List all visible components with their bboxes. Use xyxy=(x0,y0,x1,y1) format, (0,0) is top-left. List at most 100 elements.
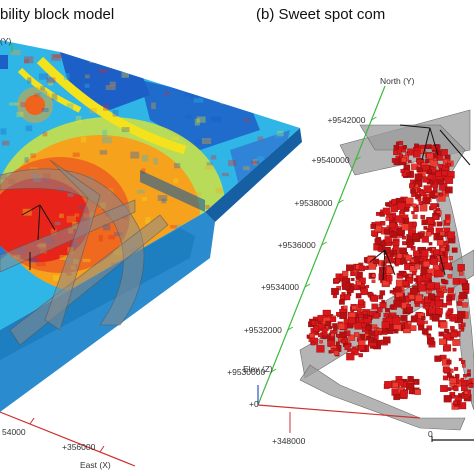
heatmap-cell xyxy=(234,247,245,254)
heatmap-cell xyxy=(121,72,129,78)
sweet-spot-voxel xyxy=(332,294,338,299)
heatmap-cell xyxy=(119,127,129,133)
sweet-spot-voxel xyxy=(400,210,405,214)
panel-b-north-tick: +9542000 xyxy=(327,115,365,125)
sweet-spot-voxel xyxy=(383,313,389,318)
sweet-spot-voxel xyxy=(368,262,377,270)
heatmap-cell xyxy=(142,197,147,201)
heatmap-cell xyxy=(262,264,268,270)
panel-a-east-tick-1: 54000 xyxy=(2,427,26,437)
sweet-spot-voxel xyxy=(344,344,351,351)
heatmap-cell xyxy=(263,190,273,195)
sweet-spot-voxel xyxy=(354,322,363,330)
sweet-spot-voxel xyxy=(361,322,367,328)
sweet-spot-voxel xyxy=(351,277,355,282)
heatmap-cell xyxy=(174,47,182,52)
panel-a-axes: (Y) 54000 +356000 East (X) xyxy=(0,36,136,470)
heatmap-cell xyxy=(36,44,45,48)
heatmap-cell xyxy=(174,163,181,169)
heatmap-cell xyxy=(85,74,90,79)
sweet-spot-voxel xyxy=(431,145,438,151)
panel-b-north-tick: +9532000 xyxy=(244,325,282,335)
sweet-spot-voxel xyxy=(405,197,414,205)
heatmap-cell xyxy=(261,195,269,202)
heatmap-cell xyxy=(99,150,108,155)
heatmap-cell xyxy=(2,140,10,146)
sweet-spot-voxel xyxy=(445,218,451,224)
sweet-spot-voxel xyxy=(438,235,444,241)
sweet-spot-voxel xyxy=(424,296,432,303)
heatmap-cell xyxy=(253,158,258,166)
heatmap-cell xyxy=(72,152,80,157)
heatmap-cell xyxy=(184,92,194,97)
sweet-spot-voxel xyxy=(426,152,434,160)
sweet-spot-voxel xyxy=(408,229,417,237)
heatmap-cell xyxy=(75,116,82,123)
heatmap-cell xyxy=(59,255,68,260)
sweet-spot-voxel xyxy=(414,264,421,270)
heatmap-cell xyxy=(273,65,280,69)
sweet-spot-voxel xyxy=(405,382,414,390)
sweet-spot-voxel xyxy=(441,170,448,177)
sweet-spot-voxel xyxy=(425,273,432,279)
heatmap-cell xyxy=(274,264,281,269)
block-lower-step xyxy=(0,228,195,360)
heatmap-cell xyxy=(6,190,16,197)
heatmap-cell xyxy=(89,58,94,63)
sweet-spot-voxel xyxy=(393,240,400,246)
sweet-spot-voxel xyxy=(393,144,399,150)
heatmap-cell xyxy=(189,42,194,46)
panel-a-block-model xyxy=(0,40,302,412)
heatmap-cell xyxy=(9,102,19,106)
sweet-spot-voxel xyxy=(410,258,415,263)
sweet-spot-voxel xyxy=(378,273,387,281)
panel-a-east-label: East (X) xyxy=(80,460,111,470)
sweet-spot-voxel xyxy=(420,249,429,257)
heatmap-cell xyxy=(40,85,46,91)
heatmap-cell xyxy=(253,86,258,94)
sweet-spot-voxel xyxy=(371,279,376,283)
heatmap-cell xyxy=(139,42,145,49)
sweet-spot-voxel xyxy=(374,238,382,245)
sweet-spot-voxel xyxy=(440,385,448,392)
heatmap-cell xyxy=(101,94,108,100)
sweet-spot-voxel xyxy=(445,186,453,194)
heatmap-cell xyxy=(156,54,164,59)
sweet-spot-voxel xyxy=(337,322,346,330)
sweet-spot-voxel xyxy=(434,300,443,308)
sweet-spot-voxel xyxy=(417,312,425,319)
sweet-spot-voxel xyxy=(358,353,363,358)
sweet-spot-voxel xyxy=(348,317,356,324)
sweet-spot-voxel xyxy=(332,330,338,335)
heatmap-cell xyxy=(205,204,210,209)
block-upper-slab-edge xyxy=(140,170,205,212)
sweet-spot-voxel xyxy=(393,329,399,334)
sweet-spot-voxel xyxy=(400,169,405,173)
sweet-spot-voxel xyxy=(413,150,421,158)
panel-a-east-axis xyxy=(0,411,136,467)
sweet-spot-voxel xyxy=(439,338,447,345)
sweet-spot-voxel xyxy=(381,321,390,329)
sweet-spot-voxel xyxy=(450,331,458,338)
heatmap-cell xyxy=(151,312,158,316)
sweet-spot-voxel xyxy=(446,300,453,306)
heatmap-cell xyxy=(287,159,298,165)
heatmap-cell xyxy=(280,263,290,268)
heatmap-cell xyxy=(128,43,133,49)
sweet-spot-voxel xyxy=(443,289,448,293)
sweet-spot-voxel xyxy=(443,344,452,352)
sweet-spot-voxel xyxy=(424,320,428,324)
heatmap-cell xyxy=(192,297,198,302)
heatmap-cell xyxy=(229,238,235,244)
sweet-spot-voxel xyxy=(412,214,418,219)
sweet-spot-voxel xyxy=(447,274,453,279)
sweet-spot-voxel xyxy=(427,169,432,174)
sweet-spot-voxel xyxy=(462,302,468,308)
sweet-spot-voxel xyxy=(333,350,339,356)
sweet-spot-voxel xyxy=(379,290,386,296)
sweet-spot-voxel xyxy=(389,290,394,294)
sweet-spot-voxel xyxy=(455,373,460,378)
sweet-spot-voxel xyxy=(403,272,407,277)
panel-b-axes: North (Y) +9542000 +9540000 +9538000 +95360… xyxy=(227,76,474,446)
sweet-spot-voxel xyxy=(442,375,449,381)
